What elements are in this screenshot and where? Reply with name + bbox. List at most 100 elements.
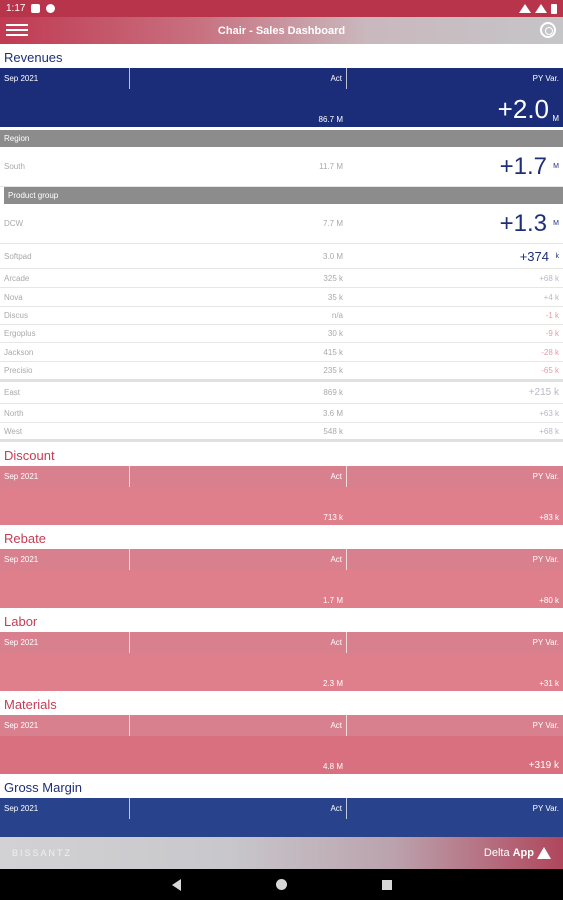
region-header: Region: [0, 130, 563, 147]
row-name: Precisio: [4, 366, 33, 375]
discount-kpi-row[interactable]: 713 k +83 k: [0, 487, 563, 525]
row-var: +4 k: [543, 292, 559, 302]
period-label: Sep 2021: [0, 632, 130, 653]
row-name: West: [4, 426, 23, 436]
row-act: 415 k: [323, 347, 343, 357]
revenues-title: Revenues: [4, 50, 63, 65]
materials-header: Sep 2021 Act PY Var.: [0, 715, 563, 736]
py-var-label: PY Var.: [532, 555, 559, 564]
product-group-header: Product group: [4, 187, 563, 204]
materials-title: Materials: [4, 697, 57, 712]
row-act: 869 k: [323, 388, 343, 397]
rebate-header: Sep 2021 Act PY Var.: [0, 549, 563, 570]
row-act: 548 k: [323, 426, 343, 436]
region-row-east[interactable]: East 869 k +215 k: [0, 382, 563, 404]
row-name: North: [4, 408, 24, 418]
discount-title: Discount: [4, 448, 55, 463]
row-var: -65 k: [541, 366, 559, 375]
row-var: +68 k: [539, 273, 559, 283]
act-label: Act: [130, 798, 347, 819]
app-bar: Chair - Sales Dashboard: [0, 17, 563, 44]
row-var: +68 k: [539, 426, 559, 436]
period-label: Sep 2021: [0, 715, 130, 736]
row-unit: M: [553, 163, 559, 170]
discount-header: Sep 2021 Act PY Var.: [0, 466, 563, 487]
period-label: Sep 2021: [0, 68, 130, 89]
app-title: Chair - Sales Dashboard: [217, 24, 346, 37]
act-label: Act: [130, 715, 347, 736]
product-row-dcw[interactable]: DCW 7.7 M +1.3 M: [0, 204, 563, 244]
app-name-suffix: App: [512, 847, 534, 859]
product-row-softpad[interactable]: Softpad 3.0 M +374 k: [0, 244, 563, 269]
bissantz-logo: BISSANTZ: [12, 848, 73, 858]
labor-title: Labor: [4, 614, 38, 629]
labor-var-value: +31 k: [539, 679, 559, 688]
gross-margin-title: Gross Margin: [4, 780, 83, 795]
labor-kpi-row[interactable]: 2.3 M +31 k: [0, 653, 563, 691]
py-var-label: PY Var.: [532, 74, 559, 83]
act-label: Act: [130, 68, 347, 89]
row-name: DCW: [4, 219, 24, 228]
row-name: Arcade: [4, 273, 30, 283]
row-act: 235 k: [323, 366, 343, 375]
revenues-header: Sep 2021 Act PY Var.: [0, 68, 563, 89]
materials-kpi-row[interactable]: 4.8 M +319 k: [0, 736, 563, 774]
region-row-north[interactable]: North 3.6 M +63 k: [0, 404, 563, 423]
product-row-arcade[interactable]: Arcade 325 k +68 k: [0, 269, 563, 288]
act-label: Act: [130, 549, 347, 570]
revenues-act-value: 86.7 M: [318, 115, 343, 124]
product-row-ergoplus[interactable]: Ergoplus 30 k -9 k: [0, 325, 563, 343]
gross-margin-kpi-row[interactable]: [0, 819, 563, 837]
settings-icon[interactable]: [540, 22, 556, 38]
row-name: South: [4, 162, 25, 171]
labor-header: Sep 2021 Act PY Var.: [0, 632, 563, 653]
materials-var-value: +319 k: [528, 760, 559, 771]
act-label: Act: [130, 632, 347, 653]
row-act: 3.0 M: [322, 251, 343, 261]
region-row-west[interactable]: West 548 k +68 k: [0, 423, 563, 442]
product-row-jackson[interactable]: Jackson 415 k -28 k: [0, 343, 563, 362]
system-nav-bar: [0, 869, 563, 900]
delta-icon: [537, 847, 551, 859]
row-var: +1.3: [499, 209, 547, 237]
row-unit: k: [555, 252, 560, 260]
period-label: Sep 2021: [0, 466, 130, 487]
home-icon[interactable]: [275, 879, 287, 890]
dashboard-content[interactable]: Revenues Sep 2021 Act PY Var. 86.7 M +2.…: [0, 44, 563, 837]
row-var: -1 k: [545, 311, 559, 320]
rebate-act-value: 1.7 M: [322, 596, 343, 605]
region-row-south[interactable]: South 11.7 M +1.7 M: [0, 147, 563, 187]
product-row-discus[interactable]: Discus n/a -1 k: [0, 307, 563, 325]
py-var-label: PY Var.: [532, 804, 559, 813]
row-act: n/a: [331, 311, 343, 320]
product-row-nova[interactable]: Nova 35 k +4 k: [0, 288, 563, 307]
period-label: Sep 2021: [0, 549, 130, 570]
materials-act-value: 4.8 M: [322, 762, 343, 771]
revenues-total-row[interactable]: 86.7 M +2.0 M: [0, 89, 563, 127]
recent-apps-icon[interactable]: [381, 879, 392, 890]
product-row-precisio[interactable]: Precisio 235 k -65 k: [0, 362, 563, 382]
rebate-var-value: +80 k: [539, 596, 559, 605]
labor-act-value: 2.3 M: [322, 679, 343, 688]
row-name: Ergoplus: [4, 329, 36, 338]
revenues-var-unit: M: [552, 114, 559, 123]
revenues-var-value: +2.0: [497, 94, 549, 124]
row-var: +63 k: [539, 408, 559, 418]
row-var: +374: [519, 248, 549, 264]
row-var: -28 k: [541, 347, 559, 357]
row-name: Jackson: [4, 347, 34, 357]
rebate-kpi-row[interactable]: 1.7 M +80 k: [0, 570, 563, 608]
py-var-label: PY Var.: [532, 638, 559, 647]
menu-icon[interactable]: [6, 24, 28, 38]
rebate-title: Rebate: [4, 531, 46, 546]
deltaapp-logo: Delta App: [484, 847, 551, 859]
discount-act-value: 713 k: [323, 513, 343, 522]
app-name-prefix: Delta: [483, 847, 510, 859]
row-var: +215 k: [528, 387, 559, 398]
row-var: -9 k: [545, 329, 559, 338]
row-name: East: [4, 388, 21, 397]
back-icon[interactable]: [171, 878, 181, 891]
py-var-label: PY Var.: [532, 472, 559, 481]
row-act: 3.6 M: [322, 408, 343, 418]
